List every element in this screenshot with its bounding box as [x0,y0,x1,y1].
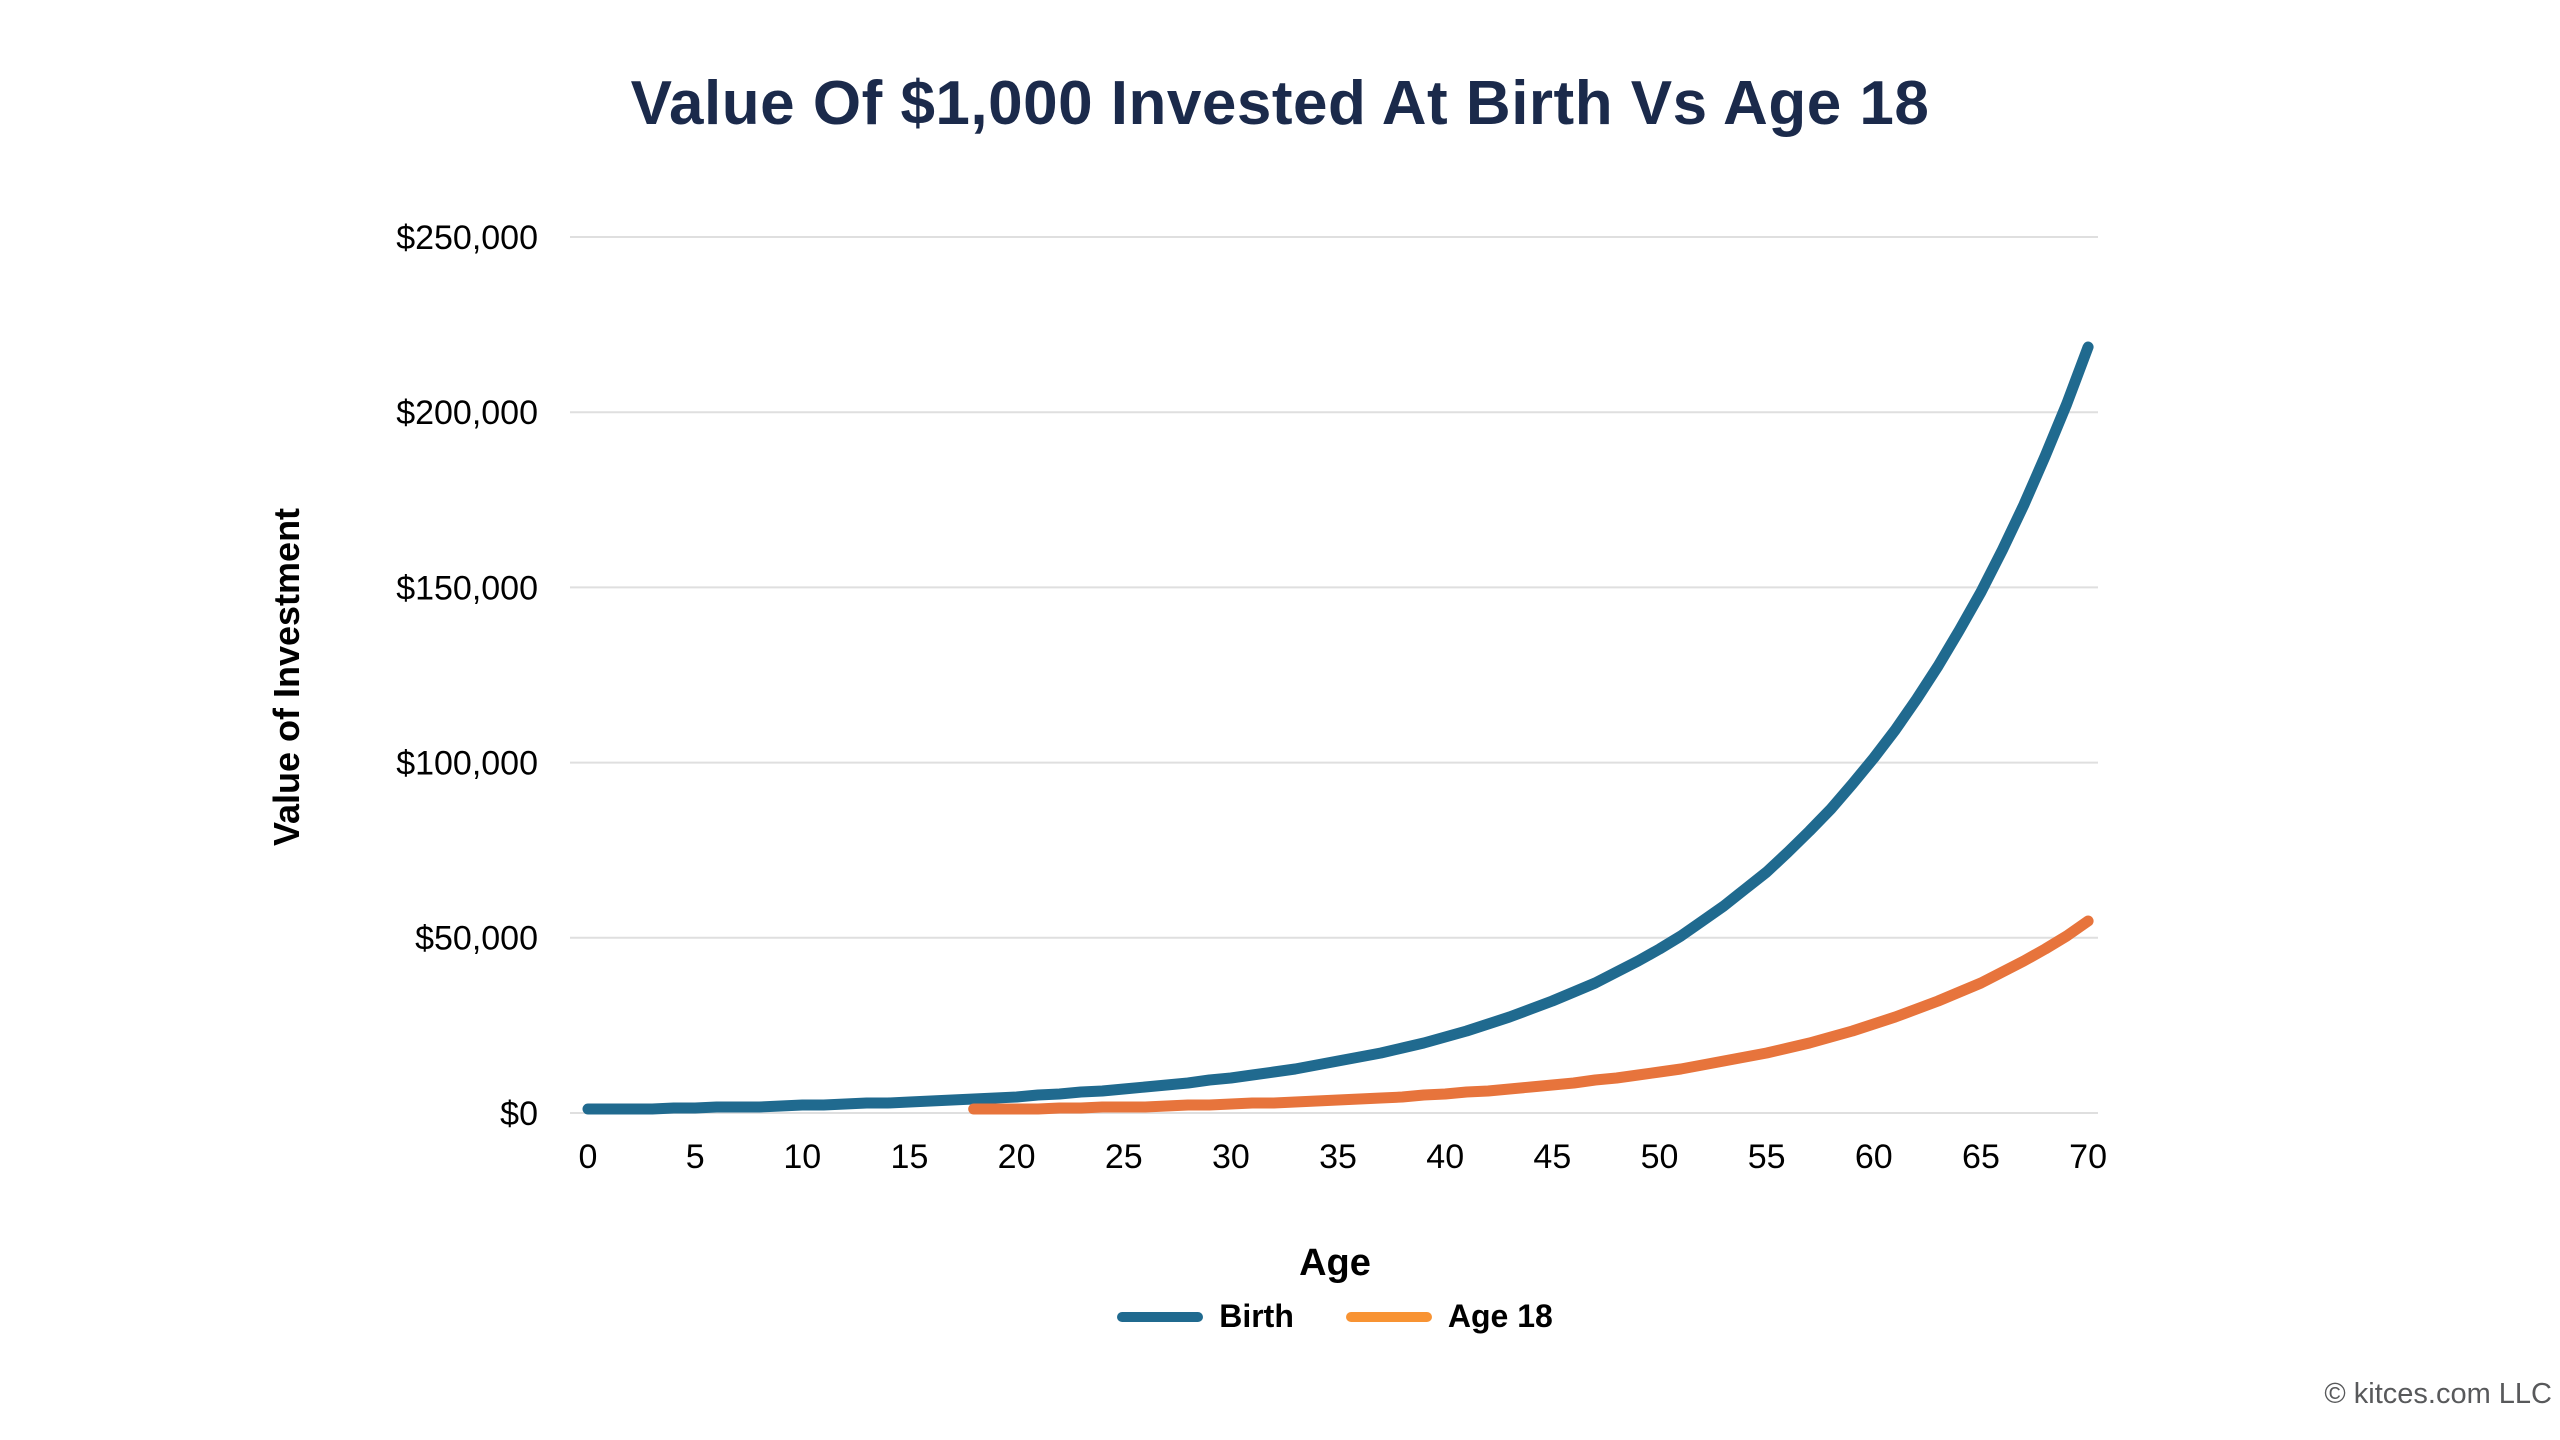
x-tick-label: 65 [1962,1138,2000,1176]
x-tick-label: 10 [783,1138,821,1176]
y-tick-label: $250,000 [396,219,538,257]
y-tick-label: $150,000 [396,569,538,607]
x-tick-label: 20 [998,1138,1036,1176]
legend-label-birth: Birth [1219,1298,1294,1334]
x-tick-label: 45 [1533,1138,1571,1176]
x-tick-label: 40 [1426,1138,1464,1176]
age18-line [968,915,2094,1115]
x-tick-label: 55 [1748,1138,1786,1176]
x-tick-label: 30 [1212,1138,1250,1176]
legend-item-age18: Age 18 [1345,1298,1553,1335]
x-tick-label: 15 [891,1138,929,1176]
x-axis-title: Age [1299,1242,1371,1284]
birth-line [582,341,2094,1115]
copyright-text: © kitces.com LLC [2324,1378,2552,1410]
y-tick-label: $0 [500,1095,538,1133]
birth-line-swatch [1117,1311,1204,1322]
legend-label-age18: Age 18 [1447,1298,1553,1334]
y-tick-label: $50,000 [415,920,538,958]
y-tick-label: $200,000 [396,394,538,432]
x-tick-label: 35 [1319,1138,1357,1176]
x-tick-label: 50 [1641,1138,1679,1176]
y-tick-label: $100,000 [396,745,538,783]
age18-line-swatch [1345,1311,1432,1322]
x-tick-label: 0 [579,1138,598,1176]
x-tick-label: 60 [1855,1138,1893,1176]
x-tick-label: 70 [2069,1138,2107,1176]
legend: Birth Age 18 [570,1298,2100,1335]
legend-item-birth: Birth [1117,1298,1294,1335]
chart-title: Value Of $1,000 Invested At Birth Vs Age… [630,69,1930,138]
x-tick-label: 25 [1105,1138,1143,1176]
x-tick-label: 5 [686,1138,705,1176]
